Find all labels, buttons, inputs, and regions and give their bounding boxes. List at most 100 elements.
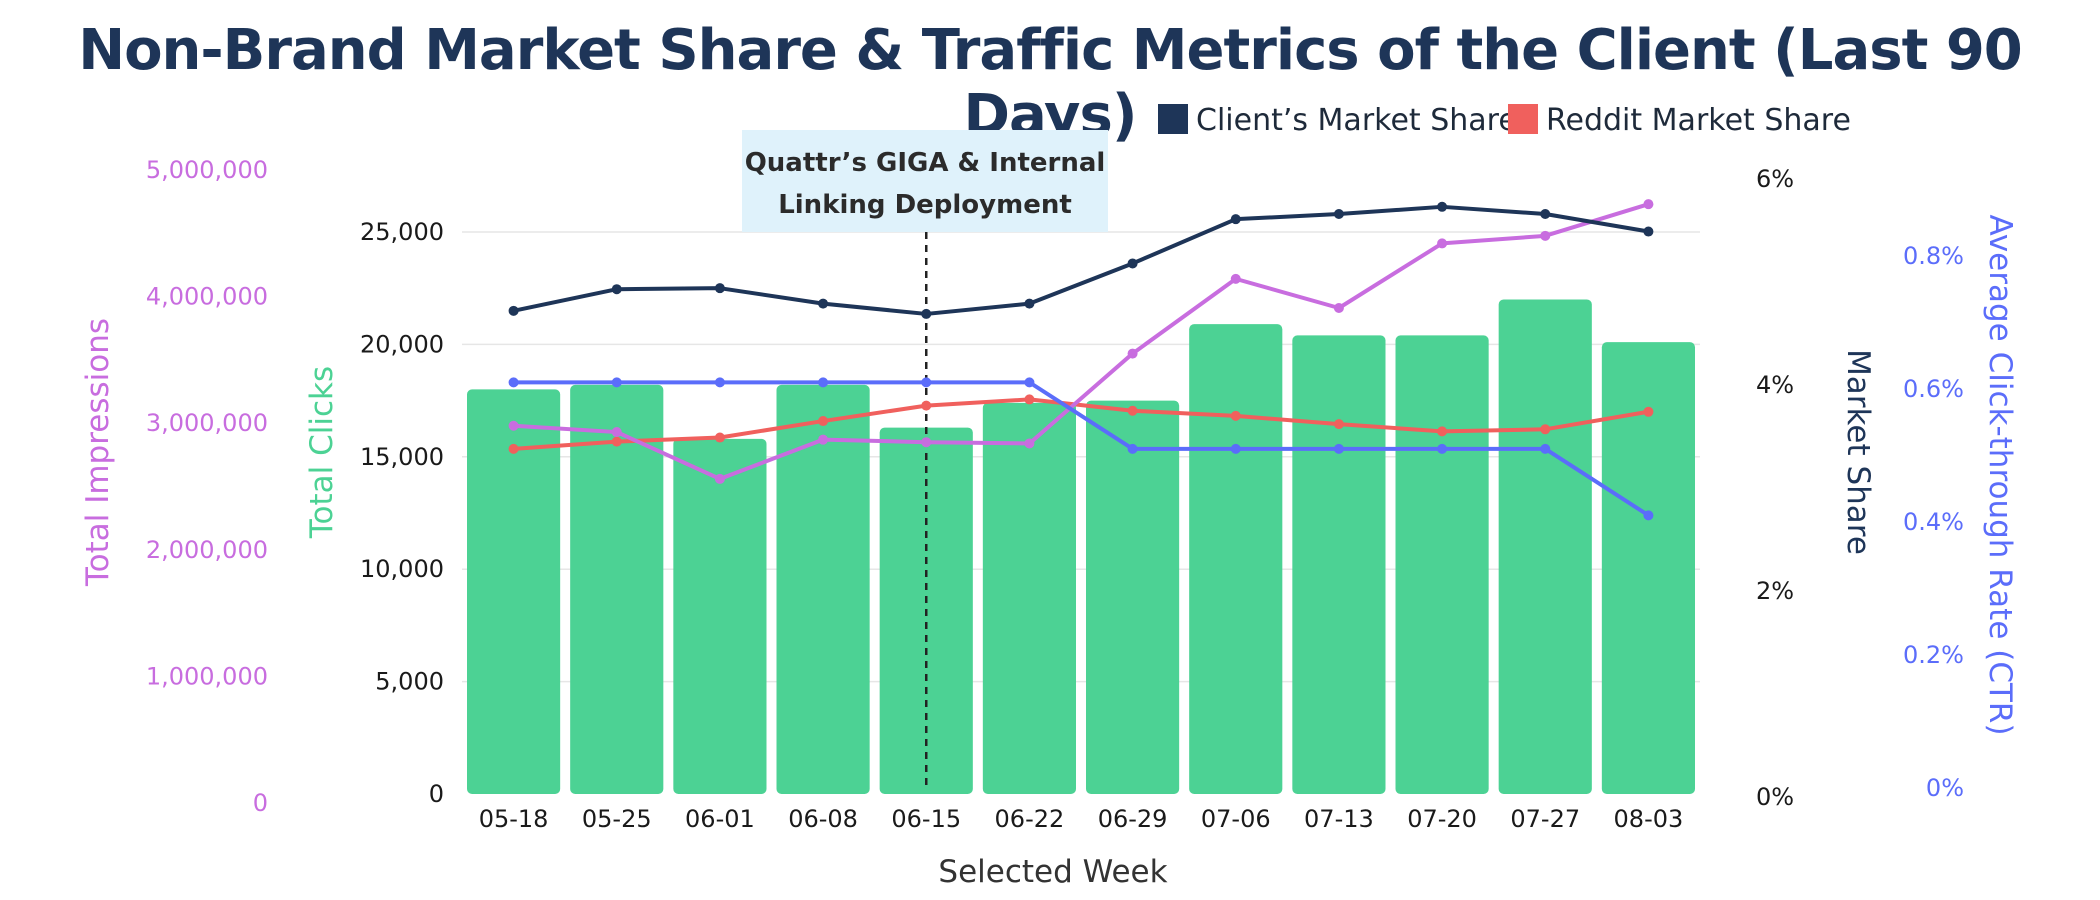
ctr-axis-title: Average Click-through Rate (CTR) [1982,214,2018,735]
point-total-impressions [1437,238,1448,249]
point-total-impressions [818,434,829,445]
point-reddit-market-share [714,432,725,443]
market-share-tick-label: 0% [1756,783,1794,811]
x-tick-label: 06-01 [685,805,755,833]
lines [508,199,1654,521]
point-reddit-market-share [921,400,932,411]
bar-total-clicks [982,402,1076,794]
x-tick-label: 06-08 [788,805,858,833]
legend-label: Client’s Market Share [1196,103,1517,138]
point-total-impressions [611,427,622,438]
x-tick-label: 06-15 [891,805,961,833]
point-average-click-through-rate-ctr [714,377,725,388]
point-average-click-through-rate-ctr [1230,443,1241,454]
point-total-impressions [1643,199,1654,210]
line-client-s-market-share [513,204,1649,316]
point-client-s-market-share [921,308,932,319]
bar-total-clicks [1292,335,1386,794]
point-client-s-market-share [1540,209,1551,220]
clicks-tick-label: 10,000 [360,555,444,583]
market-share-axis-title: Market Share [1840,349,1876,555]
point-average-click-through-rate-ctr [1333,443,1344,454]
point-average-click-through-rate-ctr [818,377,829,388]
axes: 05-18 05-25 06-01 06-08 06-15 06-22 06-29 07-06… [80,156,2018,890]
x-tick-label: 06-29 [1098,805,1168,833]
line-average-click-through-rate-ctr [513,380,1650,518]
point-client-s-market-share [1127,258,1138,269]
point-average-click-through-rate-ctr [1024,377,1035,388]
point-client-s-market-share [1333,209,1344,220]
x-tick-label: 07-27 [1510,805,1580,833]
point-client-s-market-share [1230,214,1241,225]
point-reddit-market-share [1127,405,1138,416]
point-reddit-market-share [508,443,519,454]
legend-swatch [1508,104,1538,134]
point-average-click-through-rate-ctr [1643,510,1654,521]
impressions-tick-label: 4,000,000 [146,283,268,311]
point-reddit-market-share [1024,394,1035,405]
clicks-tick-label: 20,000 [360,330,444,358]
gridlines [462,231,1700,683]
point-reddit-market-share [1437,426,1448,437]
point-average-click-through-rate-ctr [1127,443,1138,454]
x-tick-label: 05-25 [582,805,652,833]
point-average-click-through-rate-ctr [508,377,519,388]
point-total-impressions [1230,273,1241,284]
point-average-click-through-rate-ctr [921,377,932,388]
point-reddit-market-share [1540,424,1551,435]
impressions-tick-label: 5,000,000 [146,156,268,184]
point-average-click-through-rate-ctr [1540,443,1551,454]
point-total-impressions [714,473,725,484]
point-total-impressions [1024,438,1035,449]
point-reddit-market-share [611,436,622,447]
bar-total-clicks [570,384,664,794]
bar-total-clicks [1395,335,1489,794]
annotation-text: Quattr’s GIGA & Internal [745,148,1106,178]
point-client-s-market-share [714,283,725,294]
market-share-tick-label: 2% [1756,577,1794,605]
point-total-impressions [1127,348,1138,359]
clicks-tick-label: 25,000 [360,218,444,246]
bar-total-clicks [467,389,561,794]
impressions-axis-title: Total Impressions [80,318,116,587]
annotation-text: Linking Deployment [778,190,1072,220]
bar-total-clicks [1601,342,1695,794]
point-reddit-market-share [1643,406,1654,417]
clicks-axis-title: Total Clicks [304,366,340,539]
point-client-s-market-share [611,284,622,295]
line-total-impressions [513,202,1650,481]
point-total-impressions [921,437,932,448]
legend: Client’s Market Share Reddit Market Share [1158,103,1851,138]
point-client-s-market-share [1024,298,1035,309]
ctr-tick-label: 0.6% [1903,375,1964,403]
impressions-tick-label: 3,000,000 [146,409,268,437]
point-total-impressions [508,420,519,431]
point-reddit-market-share [1333,419,1344,430]
point-client-s-market-share [508,305,519,316]
clicks-tick-label: 0 [429,780,444,808]
market-share-tick-label: 6% [1756,165,1794,193]
ctr-tick-label: 0.4% [1903,508,1964,536]
bar-total-clicks [776,384,870,794]
point-client-s-market-share [818,298,829,309]
market-share-tick-label: 4% [1756,371,1794,399]
point-client-s-market-share [1437,201,1448,212]
point-total-impressions [1540,230,1551,241]
x-tick-label: 07-13 [1304,805,1374,833]
bar-total-clicks [673,438,767,794]
ctr-tick-label: 0.8% [1903,242,1964,270]
impressions-tick-label: 0 [253,789,268,817]
x-axis-title: Selected Week [938,854,1167,890]
point-total-impressions [1333,302,1344,313]
legend-label: Reddit Market Share [1546,103,1851,138]
bar-total-clicks [1189,324,1283,794]
line-reddit-market-share [513,397,1649,451]
point-reddit-market-share [818,416,829,427]
point-average-click-through-rate-ctr [611,377,622,388]
impressions-tick-label: 2,000,000 [146,536,268,564]
x-tick-label: 08-03 [1614,805,1684,833]
x-tick-label: 07-20 [1407,805,1477,833]
bar-total-clicks [1498,299,1592,794]
x-tick-label: 07-06 [1201,805,1271,833]
